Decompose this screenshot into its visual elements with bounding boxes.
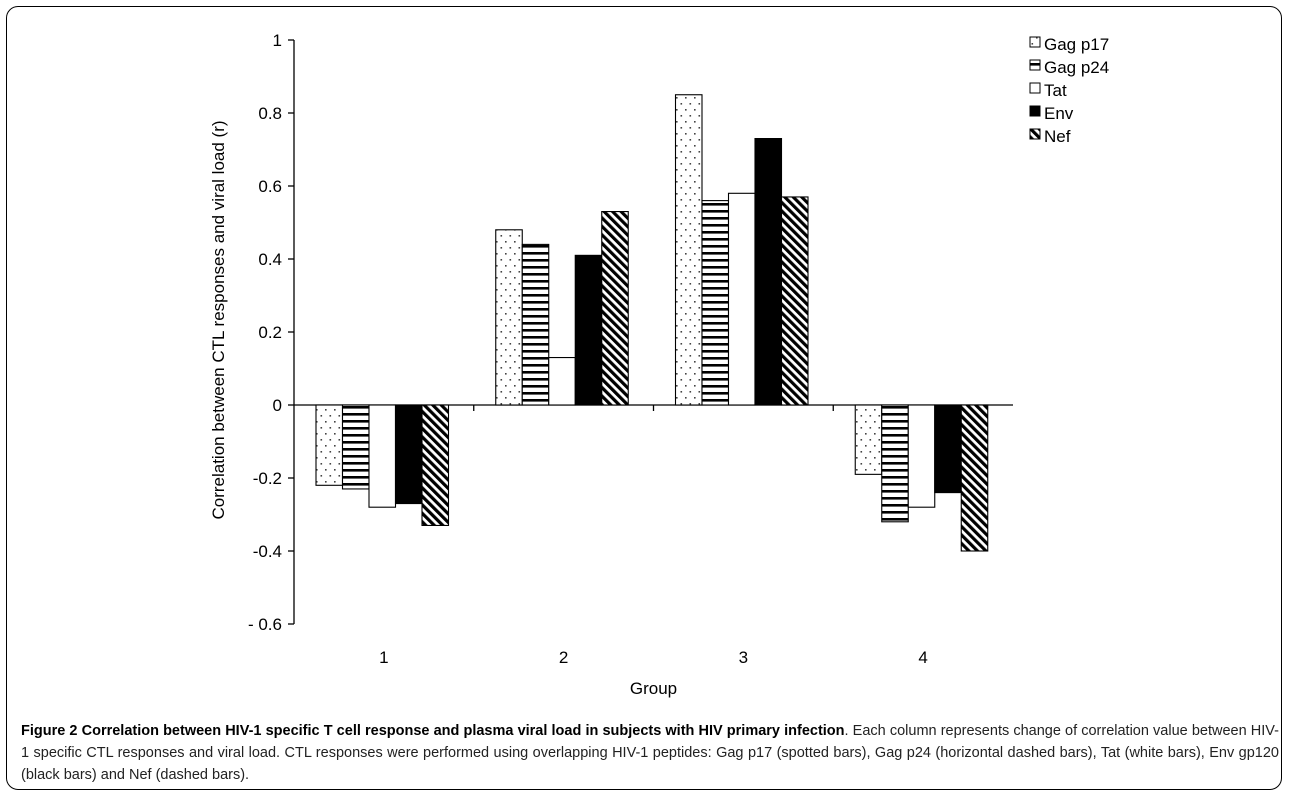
figure-caption: Figure 2 Correlation between HIV-1 speci… [21,720,1279,786]
figure-frame [6,6,1282,790]
bar-gag-p17-group-1 [315,404,344,486]
x-tick-label: 4 [918,648,927,667]
caption-text: . Each column represents change of corre… [21,723,1279,783]
legend-label: Env [1044,104,1074,123]
legend-swatch-nef [1029,128,1041,140]
legend-label: Tat [1044,81,1067,100]
bar-nef-group-1 [421,404,450,526]
bar-tat-group-2 [548,356,576,406]
legend-swatch-env [1029,105,1041,117]
y-tick-label: - 0.6 [248,615,282,634]
legend-label: Nef [1044,127,1071,146]
legend-swatch-gag-p17 [1029,36,1041,48]
y-tick-label: 0.4 [258,250,282,269]
caption-title: Figure 2 Correlation between HIV-1 speci… [21,723,845,739]
bar-env-group-1 [394,404,423,505]
bar-gag-p17-group-3 [674,94,703,406]
bar-nef-group-4 [960,404,989,552]
bar-tat-group-3 [727,192,756,406]
bar-nef-group-2 [601,211,629,406]
y-tick-label: 1 [273,31,282,50]
bar-gag-p17-group-4 [854,404,883,475]
bar-nef-group-3 [780,196,809,406]
bar-env-group-3 [754,138,783,406]
bar-gag-p24-group-1 [341,404,370,490]
x-axis-title: Group [630,679,677,698]
bar-env-group-2 [574,254,603,406]
bar-gag-p24-group-4 [881,404,909,523]
y-tick-label: 0.8 [258,104,282,123]
legend-label: Gag p24 [1044,58,1109,77]
y-tick-label: -0.4 [253,542,282,561]
bar-gag-p24-group-3 [701,200,730,406]
bar-env-group-4 [934,404,962,494]
y-tick-label: 0.6 [258,177,282,196]
bar-chart: 1 0.8 0.6 0.4 0.2 0 -0.2 -0.4 - 0.6 1 2 3 4 Group Corr… [209,31,1109,698]
legend-swatch-gag-p24 [1029,59,1041,71]
x-tick-label: 1 [379,648,388,667]
y-tick-label: 0.2 [258,323,282,342]
x-tick-label: 2 [559,648,568,667]
bar-gag-p24-group-2 [521,243,550,406]
y-axis-title: Correlation between CTL responses and vi… [209,120,228,519]
x-tick-label: 3 [739,648,748,667]
bar-tat-group-4 [907,404,936,508]
bar-tat-group-1 [368,404,397,508]
y-tick-label: -0.2 [253,469,282,488]
legend-label: Gag p17 [1044,35,1109,54]
legend-swatch-tat [1029,82,1041,94]
bar-gag-p17-group-2 [495,229,523,406]
y-tick-label: 0 [273,396,282,415]
